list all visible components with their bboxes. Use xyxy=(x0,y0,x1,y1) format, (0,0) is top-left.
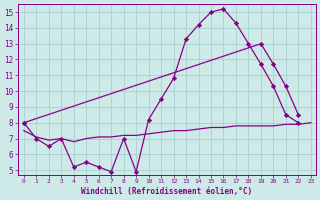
X-axis label: Windchill (Refroidissement éolien,°C): Windchill (Refroidissement éolien,°C) xyxy=(81,187,252,196)
